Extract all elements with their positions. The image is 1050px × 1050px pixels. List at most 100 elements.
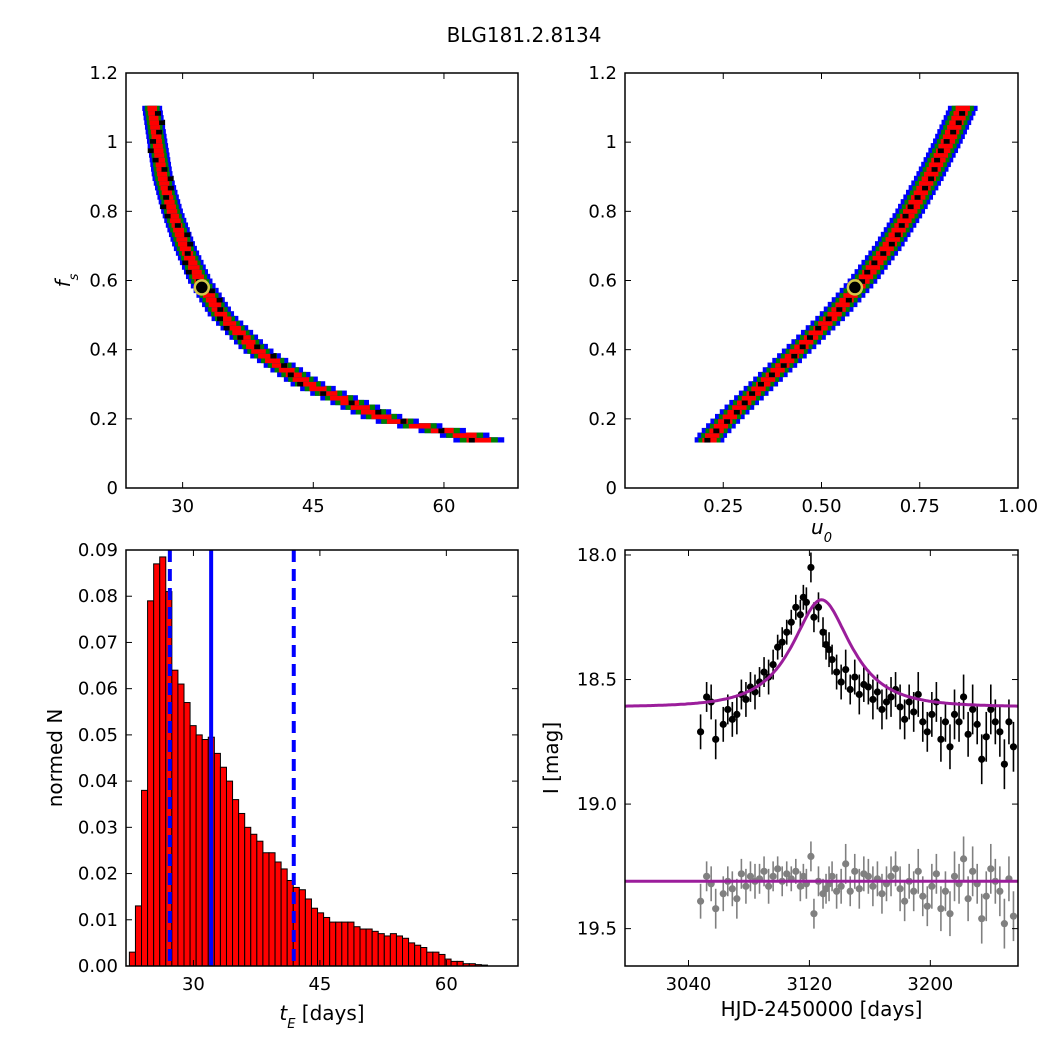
residuals-point xyxy=(878,890,886,898)
residuals-point xyxy=(799,872,807,880)
panel1-ytick-label: 0.2 xyxy=(588,409,617,430)
panel2-ytick-label: 0.06 xyxy=(78,679,118,700)
conf-cell-1sigma xyxy=(955,105,970,112)
residuals-point xyxy=(719,890,727,898)
panel2-axes-frame xyxy=(125,549,519,967)
conf-cell-best xyxy=(791,353,798,359)
data-point xyxy=(937,735,945,743)
data-point xyxy=(910,708,918,716)
residuals-point xyxy=(901,897,909,905)
panel3-xtick-label: 3040 xyxy=(666,974,712,995)
conf-cell-1sigma xyxy=(157,171,168,177)
conf-cell-1sigma xyxy=(147,105,158,112)
data-point xyxy=(825,646,833,654)
histogram-bar xyxy=(244,826,252,967)
panel2-ytick-label: 0.09 xyxy=(78,540,118,561)
conf-cell-best xyxy=(937,147,944,154)
residuals-point xyxy=(987,865,995,873)
data-point xyxy=(946,743,954,751)
conf-cell-best xyxy=(902,213,909,219)
panel0-ytick-label: 0.8 xyxy=(89,201,118,222)
panel3-xtick-label: 3120 xyxy=(787,974,833,995)
histogram-bar xyxy=(183,702,191,967)
panel0-ytick-label: 0.2 xyxy=(89,409,118,430)
residuals-point xyxy=(760,867,768,875)
conf-cell-best xyxy=(931,166,938,172)
data-point xyxy=(928,710,936,719)
data-point xyxy=(950,710,959,719)
conf-cell-best xyxy=(297,381,304,387)
data-point xyxy=(851,673,859,681)
conf-cell-1sigma xyxy=(760,376,776,382)
histogram-bar xyxy=(347,921,355,967)
conf-cell-1sigma xyxy=(913,189,928,196)
panel0-ytick-label: 1.2 xyxy=(89,63,118,84)
residuals-point xyxy=(742,882,750,890)
residuals-point xyxy=(1009,912,1018,920)
histogram-bar xyxy=(225,780,234,967)
residuals-point xyxy=(855,885,863,893)
residuals-point xyxy=(837,882,845,890)
conf-cell-1sigma xyxy=(858,273,874,280)
conf-cell-1sigma xyxy=(176,236,188,242)
x-axis-label: tE [days] xyxy=(279,1001,364,1032)
conf-cell-1sigma xyxy=(159,180,170,186)
panel1-xtick-label: 0.75 xyxy=(900,496,940,517)
residuals-point xyxy=(774,865,782,873)
data-point xyxy=(987,705,995,714)
conf-cell-1sigma xyxy=(165,203,176,210)
conf-cell-1sigma xyxy=(150,129,161,135)
panel2-ytick-label: 0.00 xyxy=(78,956,118,977)
panel2-ytick-label: 0.08 xyxy=(78,586,118,607)
panel0-xtick-label: 60 xyxy=(433,496,456,517)
panel3-ytick-label: 18.0 xyxy=(577,545,617,566)
histogram-bar xyxy=(128,951,136,967)
best-fit-marker xyxy=(193,279,211,296)
histogram-bar xyxy=(329,921,337,967)
conf-cell-best xyxy=(164,213,171,219)
conf-cell-best xyxy=(713,427,720,434)
conf-cell-best xyxy=(161,166,168,172)
tE-fs-confidence-plot: 30 45 60 0 0.2 0.4 0.6 0.8 1 1.2 fs xyxy=(51,63,519,517)
conf-cell-best xyxy=(825,315,832,322)
conf-cell-1sigma xyxy=(205,297,219,303)
histogram-bar xyxy=(274,861,282,967)
conf-cell-1sigma xyxy=(271,362,288,368)
conf-cell-1sigma xyxy=(218,315,232,322)
conf-cell-1sigma xyxy=(891,227,906,233)
residuals-point xyxy=(919,892,927,900)
conf-cell-1sigma xyxy=(258,353,273,359)
conf-cell-best xyxy=(167,185,174,191)
conf-cell-best xyxy=(187,241,194,247)
conf-cell-1sigma xyxy=(152,138,163,144)
data-point xyxy=(742,695,750,704)
residuals-point xyxy=(783,870,791,878)
residuals-point xyxy=(896,885,904,893)
conf-cell-1sigma xyxy=(885,236,900,242)
x-axis-label-sub: E xyxy=(287,1017,296,1032)
histogram-bar xyxy=(341,921,349,967)
conf-cell-best xyxy=(780,362,787,368)
conf-cell-1sigma xyxy=(466,437,492,443)
conf-cell-1sigma xyxy=(148,110,158,116)
residuals-point xyxy=(928,882,936,890)
conf-cell-1sigma xyxy=(309,385,327,392)
panel1-ytick-label: 1.2 xyxy=(588,63,617,84)
panel1-ytick-label: 0.6 xyxy=(588,271,617,292)
histogram-bar xyxy=(153,563,161,967)
conf-cell-best xyxy=(223,325,230,331)
conf-cell-1sigma xyxy=(938,143,953,149)
conf-cell-1sigma xyxy=(179,245,191,252)
panel2-ytick-label: 0.07 xyxy=(78,632,118,653)
conf-cell-best xyxy=(375,409,382,415)
conf-cell-1sigma xyxy=(157,175,169,182)
histogram-bar xyxy=(219,766,227,967)
panel3-axes-frame xyxy=(624,549,1019,967)
model-curve xyxy=(625,598,1018,708)
conf-cell-1sigma xyxy=(166,208,178,214)
data-point xyxy=(792,603,800,611)
conf-cell-1sigma xyxy=(350,404,370,410)
conf-cell-best xyxy=(152,157,159,163)
conf-cell-1sigma xyxy=(319,390,338,396)
